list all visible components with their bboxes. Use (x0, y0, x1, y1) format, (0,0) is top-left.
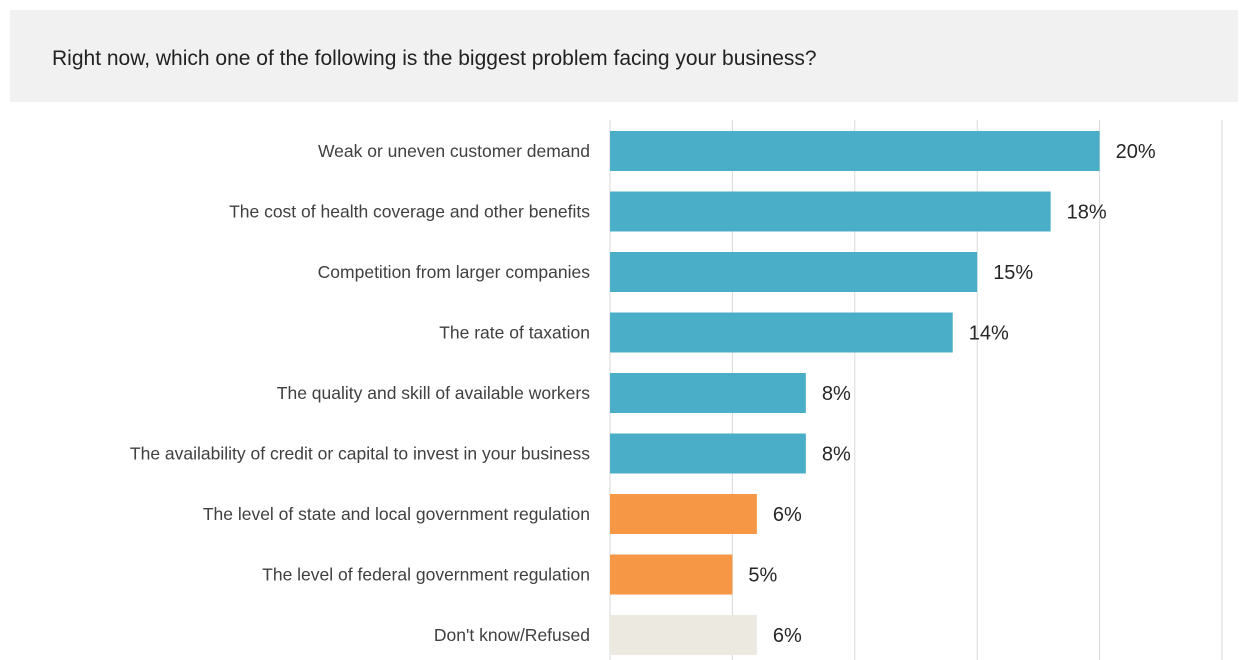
bar (610, 252, 978, 292)
bars (610, 131, 1100, 655)
category-label: The quality and skill of available worke… (277, 383, 590, 403)
question-header (10, 10, 1238, 102)
chart-title: Right now, which one of the following is… (52, 47, 817, 70)
value-label: 8% (822, 383, 851, 405)
category-label: The level of state and local government … (203, 504, 590, 524)
category-label: The rate of taxation (439, 323, 590, 343)
category-label: Competition from larger companies (318, 262, 591, 282)
category-label: The availability of credit or capital to… (130, 444, 590, 464)
category-label: The cost of health coverage and other be… (229, 202, 590, 222)
value-label: 6% (773, 504, 802, 526)
category-label: The level of federal government regulati… (262, 565, 590, 585)
category-labels: Weak or uneven customer demand The cost o… (130, 141, 590, 645)
value-label: 14% (969, 323, 1009, 345)
bar (610, 373, 806, 413)
value-labels: 20% 18% 15% 14% 8% 8% 6% 5% 6% (748, 141, 1155, 647)
bar (610, 554, 733, 595)
bar (610, 191, 1051, 232)
bar (610, 131, 1100, 171)
value-label: 6% (773, 625, 802, 647)
value-label: 5% (748, 565, 777, 587)
bar (610, 615, 757, 655)
value-label: 20% (1116, 141, 1156, 163)
value-label: 18% (1067, 202, 1107, 224)
value-label: 8% (822, 444, 851, 466)
category-label: Don't know/Refused (434, 625, 590, 645)
category-label: Weak or uneven customer demand (318, 141, 590, 161)
bar (610, 433, 806, 474)
bar (610, 312, 953, 353)
bar (610, 494, 757, 534)
value-label: 15% (993, 262, 1033, 284)
